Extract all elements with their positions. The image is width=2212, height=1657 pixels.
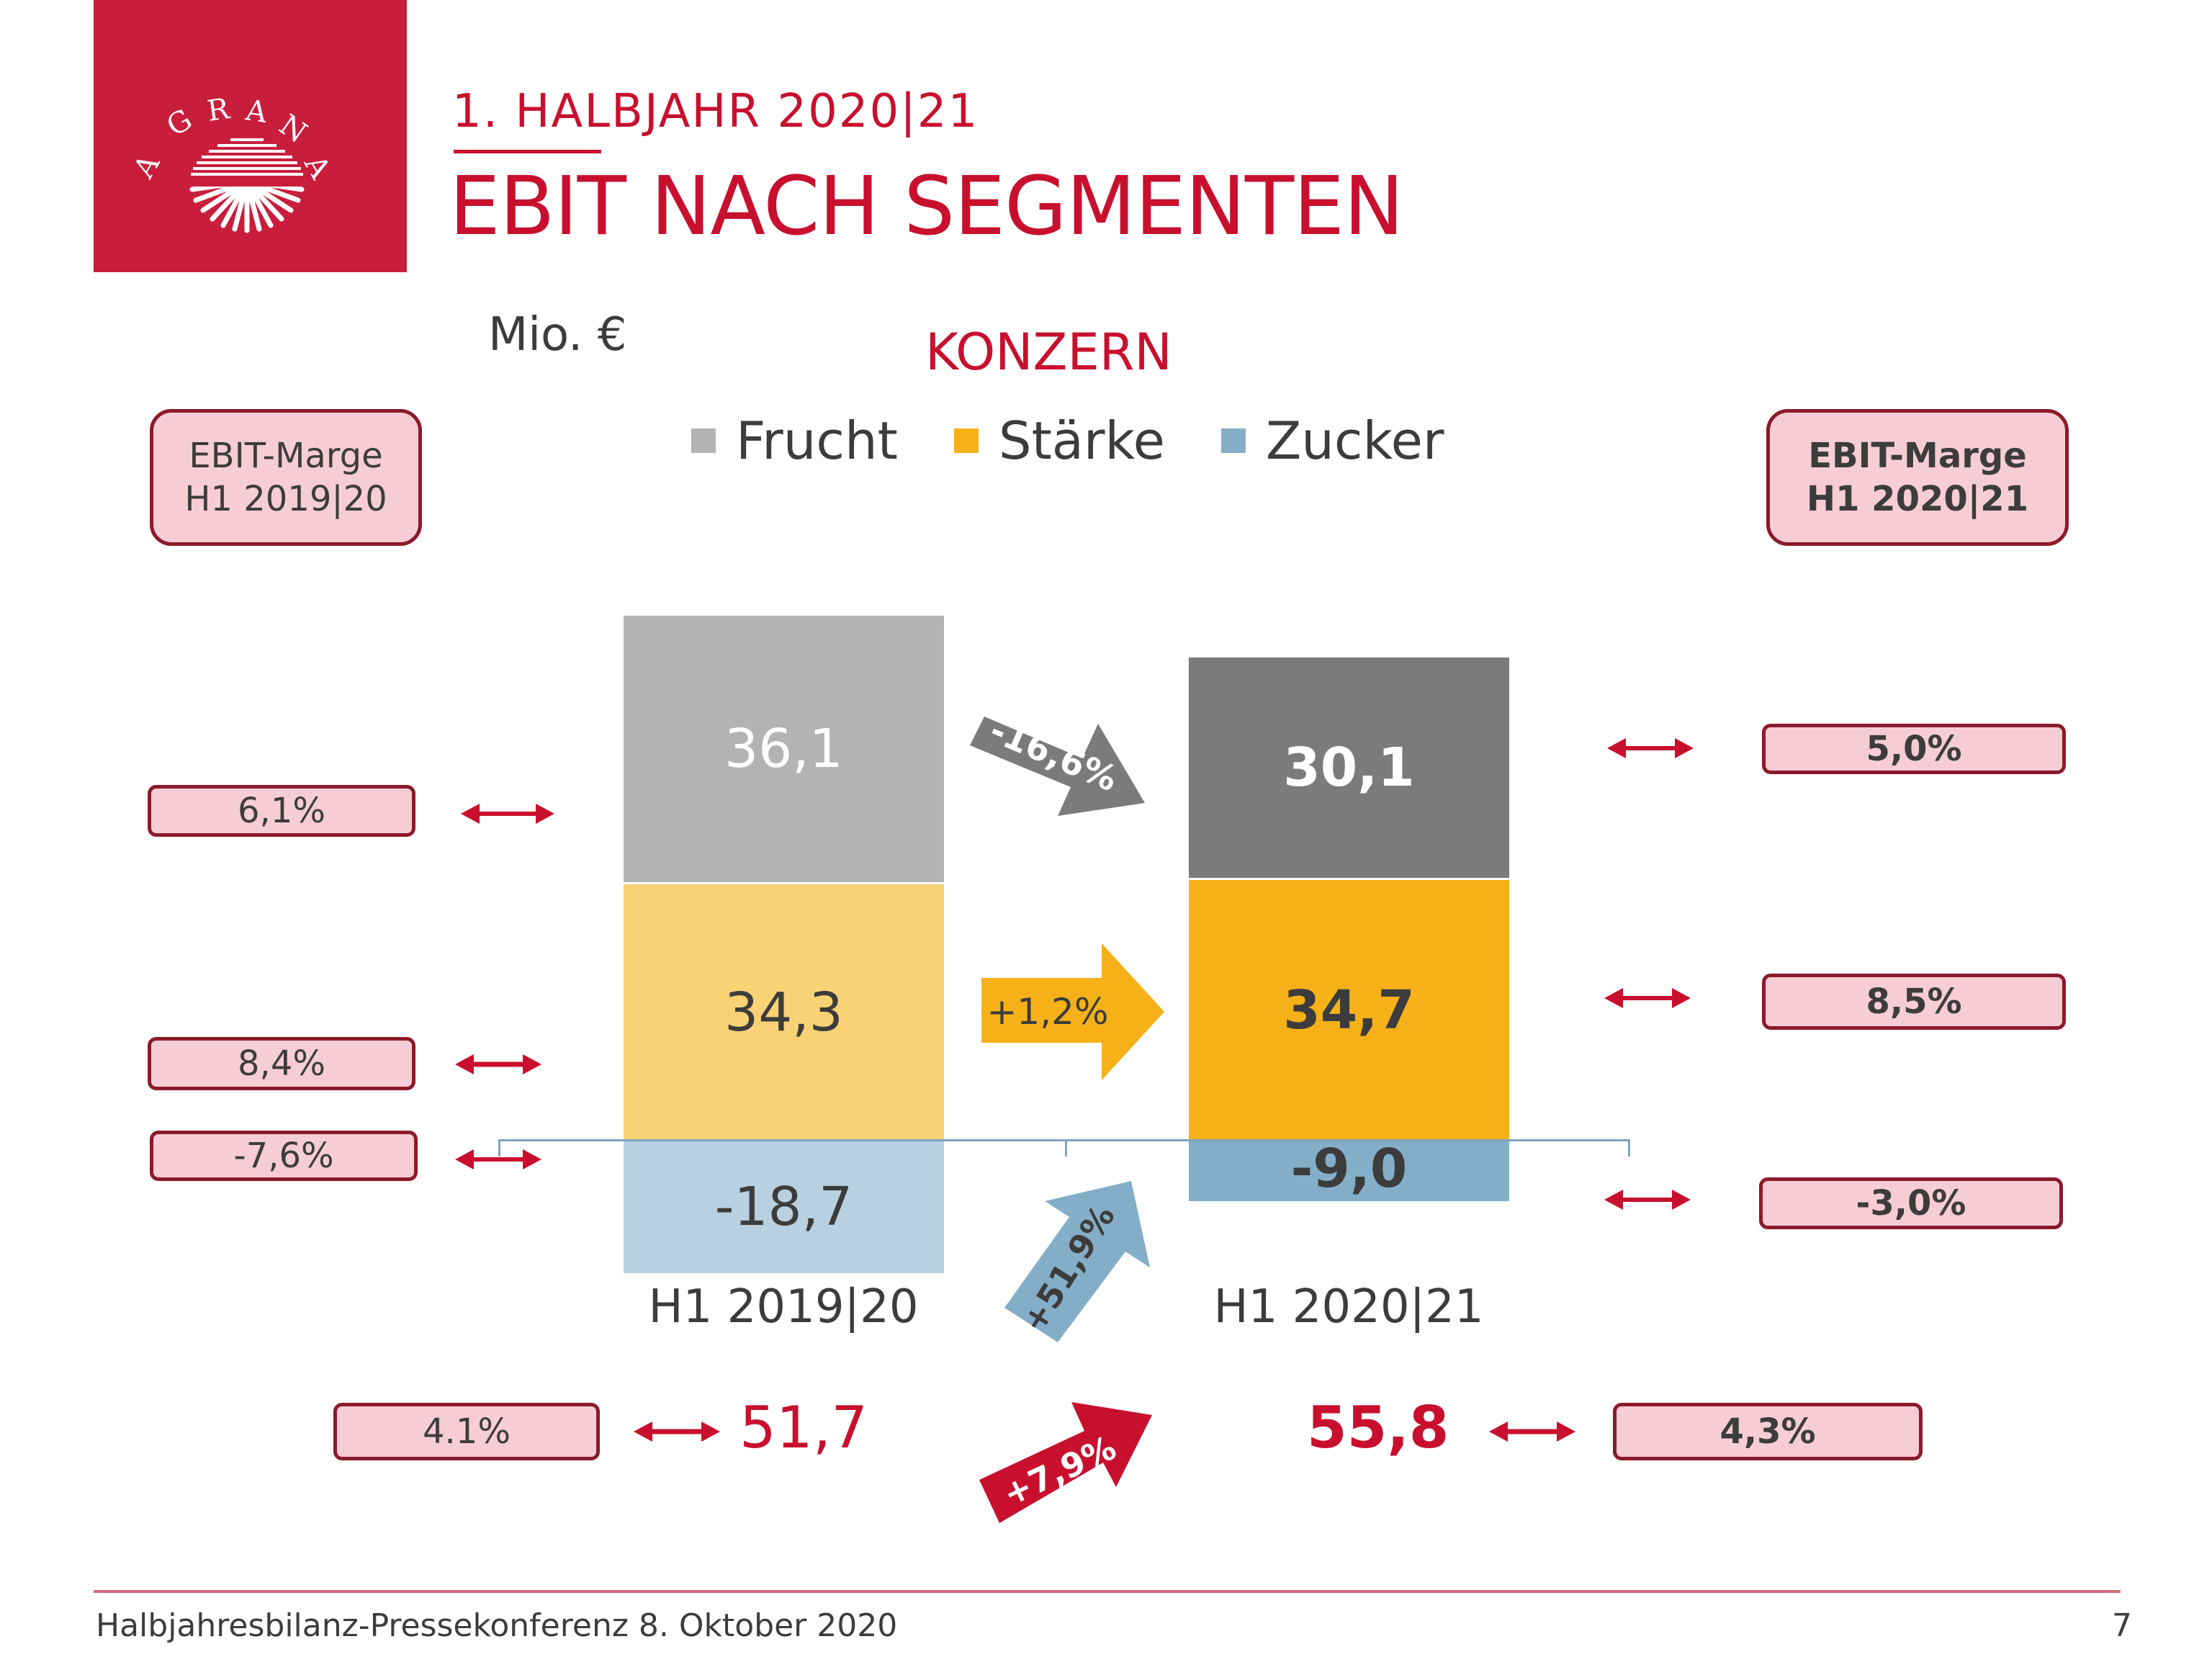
unit-label: Mio. €	[488, 308, 627, 362]
legend-swatch-zucker	[1220, 428, 1246, 453]
arrow-down-right-icon: -16,6%	[970, 710, 1145, 816]
legend-item-zucker: Zucker	[1220, 410, 1444, 471]
legend-label: Stärke	[998, 410, 1165, 471]
total-2019: 51,7	[739, 1394, 868, 1461]
margin-right-total: 4,3%	[1613, 1403, 1923, 1460]
x-axis	[498, 1139, 1630, 1141]
bar-value: 34,7	[1283, 979, 1415, 1041]
total-2020: 55,8	[1307, 1394, 1449, 1461]
category-label-2020: H1 2020|21	[1213, 1280, 1484, 1334]
margin-value: 8,5%	[1866, 982, 1962, 1022]
change-arrow-staerke: +1,2%	[976, 936, 1170, 1080]
svg-text:N: N	[273, 109, 313, 151]
subtitle-underline	[454, 150, 601, 153]
legend-label: Frucht	[736, 410, 898, 471]
page-number: 7	[2112, 1607, 2132, 1644]
double-arrow-icon	[455, 1054, 541, 1074]
svg-text:A: A	[243, 94, 270, 130]
bar-value: -18,7	[714, 1175, 853, 1238]
margin-value: -7,6%	[233, 1136, 334, 1176]
margin-value: 8,4%	[238, 1043, 325, 1084]
legend-item-frucht: Frucht	[691, 410, 898, 471]
legend-swatch-staerke	[953, 428, 979, 453]
axis-tick	[498, 1139, 500, 1157]
bar-2019-staerke: 34,3	[624, 884, 944, 1140]
category-label-2019: H1 2019|20	[648, 1280, 919, 1334]
margin-header-left: EBIT-Marge H1 2019|20	[150, 409, 422, 546]
margin-value: 4.1%	[423, 1411, 511, 1452]
agrana-logo: A G R A N A	[94, 0, 407, 272]
svg-text:G: G	[161, 103, 198, 143]
change-label: +1,2%	[987, 991, 1109, 1033]
slide-subtitle: 1. HALBJAHR 2020|21	[452, 85, 979, 138]
margin-header-line2: H1 2019|20	[184, 479, 387, 519]
double-arrow-icon	[455, 1149, 541, 1169]
footer-divider	[94, 1590, 2121, 1593]
margin-value: 4,3%	[1719, 1411, 1816, 1452]
double-arrow-icon	[634, 1422, 720, 1442]
svg-text:A: A	[127, 148, 166, 184]
bar-value: 30,1	[1283, 737, 1415, 799]
double-arrow-icon	[1604, 988, 1691, 1008]
margin-header-right: EBIT-Marge H1 2020|21	[1766, 409, 2069, 546]
legend-label: Zucker	[1265, 410, 1444, 471]
arrow-right-icon: +1,2%	[981, 943, 1164, 1080]
double-arrow-icon	[1604, 1190, 1691, 1210]
margin-value: 5,0%	[1866, 729, 1962, 769]
double-arrow-icon	[1489, 1422, 1575, 1442]
margin-header-line2: H1 2020|21	[1806, 479, 2029, 519]
chart-legend: Frucht Stärke Zucker	[691, 410, 1501, 471]
svg-text:R: R	[205, 92, 233, 128]
double-arrow-icon	[1607, 738, 1694, 758]
bar-2020-frucht: 30,1	[1189, 657, 1509, 878]
bar-2020-zucker: -9,0	[1189, 1140, 1509, 1201]
margin-header-line1: EBIT-Marge	[1808, 436, 2027, 476]
margin-left-zucker: -7,6%	[150, 1131, 418, 1181]
axis-tick	[1065, 1139, 1067, 1157]
change-label: +7,9%	[997, 1428, 1122, 1514]
arrow-up-right-icon: +51,9%	[1004, 1181, 1150, 1342]
bar-2020-staerke: 34,7	[1189, 880, 1509, 1140]
change-arrow-total: +7,9%	[979, 1386, 1166, 1530]
bar-value: 34,3	[724, 981, 843, 1043]
agrana-sun-icon: A G R A N A	[127, 92, 337, 233]
footer-text: Halbjahresbilanz-Pressekonferenz 8. Okto…	[96, 1607, 898, 1644]
double-arrow-icon	[461, 804, 554, 824]
margin-header-line1: EBIT-Marge	[189, 436, 383, 476]
change-label: -16,6%	[984, 710, 1123, 799]
change-arrow-frucht: -16,6%	[968, 695, 1156, 825]
margin-right-staerke: 8,5%	[1762, 974, 2066, 1030]
margin-right-zucker: -3,0%	[1759, 1177, 2063, 1229]
margin-left-staerke: 8,4%	[148, 1037, 415, 1090]
legend-item-staerke: Stärke	[953, 410, 1165, 471]
bar-value: -9,0	[1290, 1138, 1408, 1200]
group-label: KONZERN	[925, 323, 1172, 382]
margin-left-frucht: 6,1%	[148, 785, 415, 837]
margin-value: 6,1%	[238, 791, 325, 831]
margin-left-total: 4.1%	[333, 1403, 600, 1460]
legend-swatch-frucht	[691, 428, 716, 453]
change-arrow-zucker: +51,9%	[990, 1167, 1163, 1354]
bar-value: 36,1	[724, 718, 843, 780]
axis-tick	[1628, 1139, 1630, 1157]
bar-2019-frucht: 36,1	[624, 616, 944, 882]
slide-title: EBIT NACH SEGMENTEN	[449, 160, 1404, 253]
bar-2019-zucker: -18,7	[624, 1140, 944, 1273]
margin-right-frucht: 5,0%	[1762, 724, 2066, 774]
margin-value: -3,0%	[1856, 1183, 1966, 1223]
arrow-up-right-icon: +7,9%	[979, 1402, 1152, 1523]
